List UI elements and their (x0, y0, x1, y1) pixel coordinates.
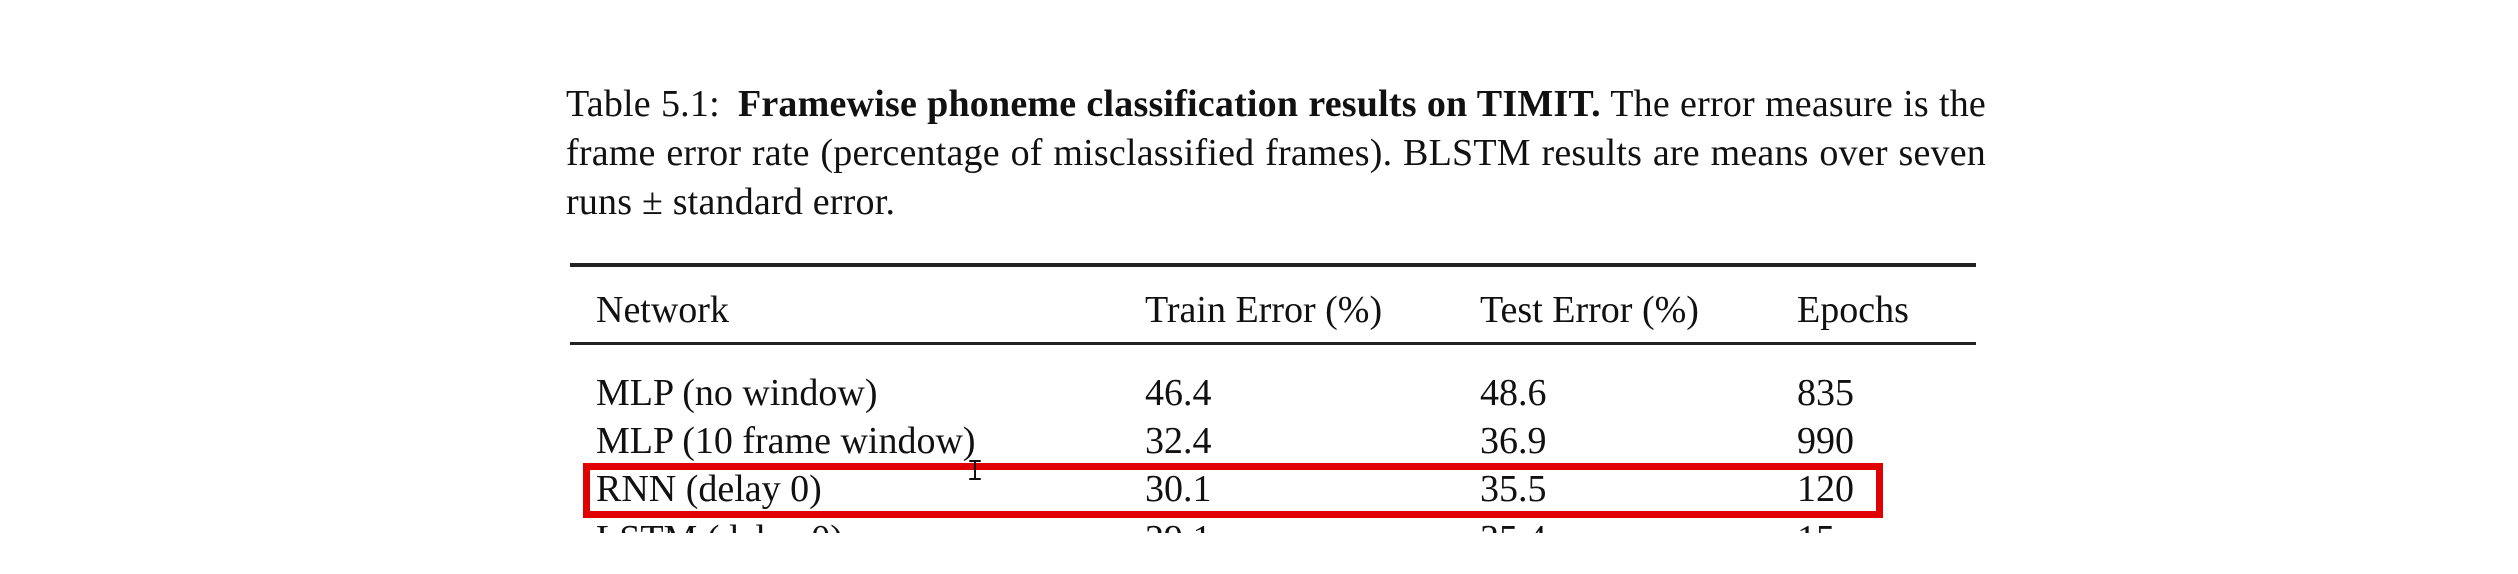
header-train-error: Train Error (%) (1145, 289, 1383, 331)
row-3-train-error: 30.1 (1145, 468, 1212, 510)
page-bottom-whitespace (0, 533, 2518, 574)
row-4-epochs: 15 (1797, 517, 1835, 533)
cropped-table-row: LSTM (delay 0) 29.1 35.4 15 (570, 515, 1976, 533)
row-4-train-error: 29.1 (1145, 517, 1212, 533)
header-network: Network (596, 289, 729, 331)
table-top-rule (570, 263, 1976, 267)
table-header-rule (570, 342, 1976, 345)
caption-description: The error measure is the frame error rat… (566, 83, 1987, 223)
row-3-test-error: 35.5 (1480, 468, 1547, 510)
row-2-epochs: 990 (1797, 420, 1854, 462)
table-caption: Table 5.1: Framewise phoneme classificat… (566, 80, 1986, 227)
header-test-error: Test Error (%) (1480, 289, 1699, 331)
row-4-network: LSTM (delay 0) (596, 517, 843, 533)
row-3-epochs: 120 (1797, 468, 1854, 510)
row-1-network: MLP (no window) (596, 372, 878, 414)
row-1-epochs: 835 (1797, 372, 1854, 414)
row-1-test-error: 48.6 (1480, 372, 1547, 414)
header-epochs: Epochs (1797, 289, 1909, 331)
row-1-train-error: 46.4 (1145, 372, 1212, 414)
row-3-network: RNN (delay 0) (596, 468, 822, 510)
caption-label: Table 5.1: (566, 83, 720, 125)
row-2-network: MLP (10 frame window) (596, 420, 976, 462)
row-4-test-error: 35.4 (1480, 517, 1547, 533)
row-2-test-error: 36.9 (1480, 420, 1547, 462)
caption-title: Framewise phoneme classification results… (737, 83, 1601, 125)
row-2-train-error: 32.4 (1145, 420, 1212, 462)
